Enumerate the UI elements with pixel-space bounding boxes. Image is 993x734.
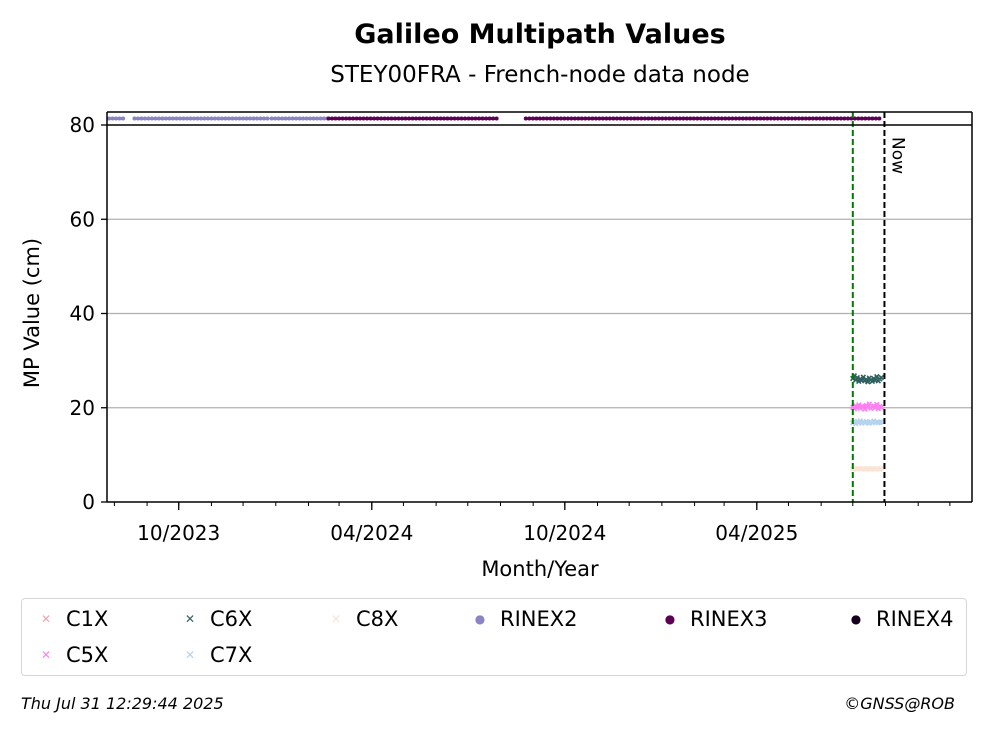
x-tick-label: 04/2024 — [330, 521, 413, 545]
x-tick-label: 10/2023 — [137, 521, 220, 545]
reference-lines: Now — [851, 112, 907, 502]
x-marker-icon: ✕ — [184, 648, 196, 662]
x-marker-icon: ✕ — [40, 648, 52, 662]
legend-label: C1X — [66, 607, 109, 631]
legend-item-rinex3: ● RINEX3 — [662, 607, 768, 631]
x-marker-icon: ✕ — [184, 612, 196, 626]
data-points — [850, 372, 885, 472]
y-tick-label: 0 — [82, 490, 95, 514]
data-point — [854, 374, 861, 381]
series-c7x — [850, 418, 885, 427]
axes: 0 20 40 60 80 10/2023 04/2024 10/2024 04/2025 — [70, 111, 973, 545]
x-axis-label: Month/Year — [481, 557, 599, 581]
y-tick-label: 80 — [70, 113, 95, 137]
legend-label: C5X — [66, 643, 109, 667]
legend-item-c1x: ✕ C1X — [38, 607, 108, 631]
legend-item-c7x: ✕ C7X — [182, 643, 252, 667]
x-tick-label: 10/2024 — [523, 521, 606, 545]
legend-item-rinex2: ● RINEX2 — [472, 607, 578, 631]
legend-item-c6x: ✕ C6X — [182, 607, 252, 631]
copyright-notice: ©GNSS@ROB — [844, 694, 955, 713]
legend-label: RINEX2 — [500, 607, 578, 631]
gridlines — [107, 218, 972, 409]
x-marker-icon: ✕ — [40, 612, 52, 626]
dot-marker-icon: ● — [664, 612, 676, 626]
legend: ✕ C1X ✕ C6X ✕ C8X ● RINEX2 ● RINEX3 ● RINEX4 ✕ C5X ✕ C7… — [21, 598, 967, 676]
chart-subtitle: STEY00FRA - French-node data node — [330, 62, 749, 88]
legend-item-rinex4: ● RINEX4 — [848, 607, 954, 631]
legend-label: C7X — [210, 643, 253, 667]
y-tick-label: 20 — [70, 396, 95, 420]
x-marker-icon: ✕ — [330, 612, 342, 626]
now-label: Now — [887, 137, 907, 174]
chart: Galileo Multipath Values STEY00FRA - Fre… — [20, 19, 973, 581]
legend-label: RINEX4 — [876, 607, 954, 631]
generated-timestamp: Thu Jul 31 12:29:44 2025 — [21, 694, 224, 713]
dot-marker-icon: ● — [474, 612, 486, 626]
series-c8x — [850, 465, 885, 472]
legend-item-c5x: ✕ C5X — [38, 643, 108, 667]
chart-title: Galileo Multipath Values — [354, 19, 726, 50]
x-tick-label: 04/2025 — [715, 521, 798, 545]
legend-label: C6X — [210, 607, 253, 631]
series-c6x — [850, 372, 885, 385]
data-point — [878, 465, 885, 472]
data-point — [856, 402, 862, 408]
dot-marker-icon: ● — [850, 612, 862, 626]
legend-label: RINEX3 — [690, 607, 768, 631]
data-point — [878, 419, 885, 425]
data-point — [878, 374, 885, 381]
y-tick-label: 40 — [70, 302, 95, 326]
data-point — [878, 404, 885, 411]
y-axis-label: MP Value (cm) — [20, 238, 44, 388]
legend-item-c8x: ✕ C8X — [328, 607, 398, 631]
legend-label: C8X — [356, 607, 399, 631]
y-tick-label: 60 — [70, 207, 95, 231]
series-c5x — [850, 401, 885, 412]
